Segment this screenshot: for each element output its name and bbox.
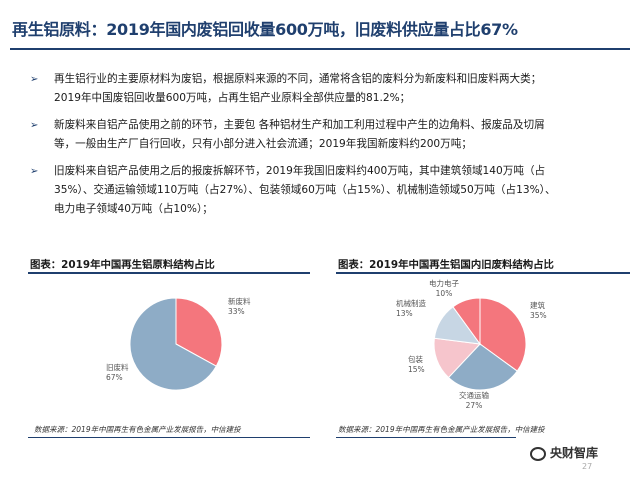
slice-value-label: 10% [436, 289, 453, 298]
bullet-line: 等，一般由生产厂自行回收，只有小部分进入社会流通；2019年我国新废料约200万… [54, 138, 472, 150]
slice-value-label: 15% [408, 365, 425, 374]
slice-name-label: 交通运输 [459, 390, 489, 400]
slice-name-label: 包装 [408, 354, 423, 364]
arrow-bullet-icon: ➢ [30, 74, 39, 85]
bullet-line: 新废料来自铝产品使用之前的环节，主要包 各种铝材生产和加工利用过程中产生的边角料… [54, 119, 545, 131]
bullet-line: 2019年中国废铝回收量600万吨，占再生铝产业原料全部供应量的81.2%； [54, 92, 411, 104]
pie-slice-1 [479, 297, 527, 372]
title-divider [10, 48, 630, 50]
slice-value-label: 13% [396, 309, 413, 318]
chart-2-source: 数据来源：2019年中国再生有色金属产业发展报告，中信建投 [338, 425, 545, 434]
watermark: 央财智库 [530, 444, 598, 461]
slice-value-label: 35% [530, 311, 547, 320]
bullet-line: 再生铝行业的主要原材料为废铝，根据原料来源的不同，通常将含铝的废料分为新废料和旧… [54, 73, 542, 85]
slice-name-label: 电力电子 [429, 278, 459, 288]
page-title: 再生铝原料：2019年国内废铝回收量600万吨，旧废料供应量占比67% [12, 20, 518, 39]
pie-slice-2 [129, 297, 217, 391]
chart-2-title: 图表：2019年中国再生铝国内旧废料结构占比 [338, 259, 554, 271]
chart-1-title: 图表：2019年中国再生铝原料结构占比 [30, 259, 215, 271]
chart-1-divider [28, 272, 310, 274]
pie-slice-2 [447, 343, 518, 391]
arrow-bullet-icon: ➢ [30, 166, 39, 177]
arrow-bullet-icon: ➢ [30, 120, 39, 131]
slice-value-label: 67% [106, 373, 123, 382]
page-number: 27 [582, 462, 593, 471]
bullet-line: 旧废料来自铝产品使用之后的报废拆解环节，2019年我国旧废料约400万吨，其中建… [54, 165, 546, 177]
pie-slice-1 [175, 297, 223, 367]
slice-name-label: 新废料 [228, 296, 251, 306]
slice-value-label: 27% [466, 401, 483, 410]
slice-name-label: 机械制造 [396, 298, 426, 308]
slice-name-label: 建筑 [530, 300, 545, 310]
bullet-line: 电力电子领域40万吨（占10%）； [54, 203, 213, 215]
bullet-item: ➢ 新废料来自铝产品使用之前的环节，主要包 各种铝材生产和加工利用过程中产生的边… [30, 116, 630, 154]
wechat-icon [530, 446, 546, 461]
chart-1-source-divider [28, 437, 310, 438]
bullet-list: ➢ 再生铝行业的主要原材料为废铝，根据原料来源的不同，通常将含铝的废料分为新废料… [30, 70, 630, 227]
bullet-item: ➢ 旧废料来自铝产品使用之后的报废拆解环节，2019年我国旧废料约400万吨，其… [30, 162, 630, 219]
bullet-item: ➢ 再生铝行业的主要原材料为废铝，根据原料来源的不同，通常将含铝的废料分为新废料… [30, 70, 630, 108]
slice-value-label: 33% [228, 307, 245, 316]
chart-2-source-divider [336, 437, 516, 438]
bullet-line: 35%）、交通运输领域110万吨（占27%）、包装领域60万吨（占15%）、机械… [54, 184, 556, 196]
slice-name-label: 旧废料 [106, 362, 129, 372]
chart-1-source: 数据来源：2019年中国再生有色金属产业发展报告，中信建投 [34, 425, 241, 434]
chart-2-divider [336, 272, 630, 274]
watermark-text: 央财智库 [550, 446, 599, 460]
pie-slice-5 [452, 297, 481, 346]
